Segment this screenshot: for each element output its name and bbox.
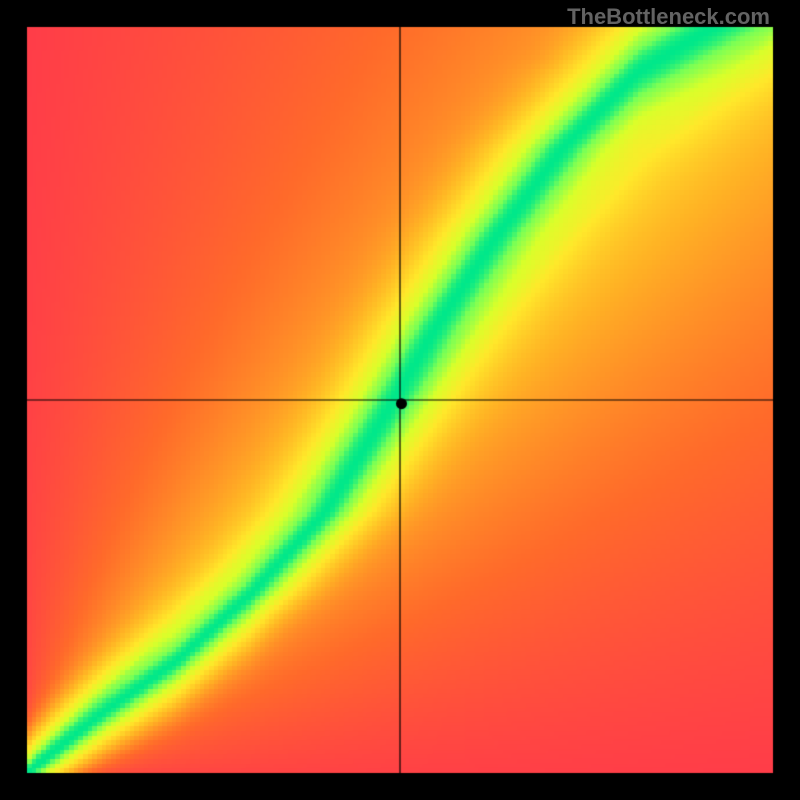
bottleneck-heatmap-canvas <box>0 0 800 800</box>
attribution-label: TheBottleneck.com <box>567 4 770 30</box>
chart-outer: TheBottleneck.com <box>0 0 800 800</box>
